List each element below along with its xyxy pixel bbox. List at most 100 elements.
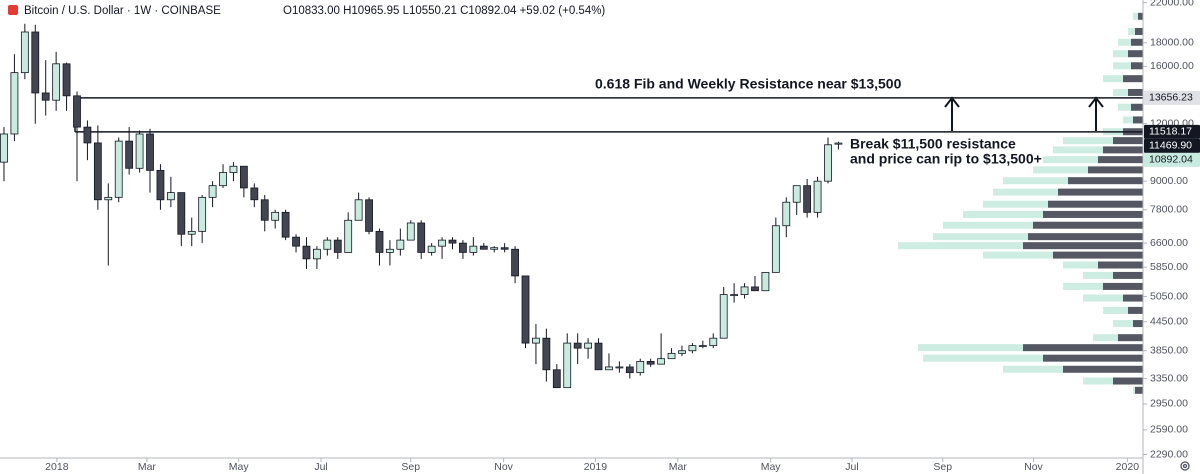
y-tick-label: 16000.00 [1150,60,1194,72]
candle-body [260,199,269,221]
rip-annotation: and price can rip to $13,500+ [850,151,1042,167]
price-label: 13656.23 [1149,92,1193,104]
candle-body [646,360,655,365]
price-label: 10892.04 [1149,154,1193,166]
candle-body [448,239,457,244]
candle-body [365,199,373,232]
candle-body [667,352,676,360]
candle-body [479,245,488,250]
ohlc-readout: O10833.00 H10965.95 L10550.21 C10892.04 … [283,5,605,17]
profile-up [1133,12,1138,20]
profile-down [1023,242,1143,250]
x-tick-label: Mar [138,461,157,473]
candle-body [803,185,812,213]
profile-up [1003,365,1063,373]
profile-down [1113,271,1143,279]
profile-up [1118,38,1131,46]
candle-body [594,342,603,371]
x-tick-label: Jul [314,461,327,473]
profile-down [1128,306,1143,314]
candle-body [114,140,123,198]
candle-body [771,225,780,273]
profile-down [1023,344,1143,352]
fib-annotation: 0.618 Fib and Weekly Resistance near $13… [595,76,902,92]
profile-down [1028,233,1143,241]
profile-down [1128,88,1143,96]
candle-body [156,169,165,201]
profile-down [1118,334,1143,342]
profile-down [1131,103,1143,111]
header-bg [0,0,520,20]
profile-up [1063,282,1103,290]
profile-up [1113,50,1128,58]
up-arrow [944,96,960,131]
price-label-bg [1144,138,1200,153]
profile-down [1135,386,1143,394]
gear-center[interactable] [1182,463,1188,469]
profile-down [1113,137,1143,145]
candle-body [751,286,759,292]
x-tick-label: Sep [933,461,952,473]
gear[interactable] [1180,461,1190,471]
candle-body [52,63,61,101]
candle-body [41,92,50,101]
candle-body [93,142,102,201]
profile-up [943,221,1033,229]
candle-body [688,345,697,352]
candle-body [563,342,572,389]
candle-body [250,187,259,201]
profile-down [1043,210,1143,218]
settings-icon[interactable] [1180,461,1190,471]
candle-body [698,345,707,348]
arrows [944,96,1104,131]
candle-body [500,247,509,250]
candle-body [615,366,624,369]
candle-body [730,294,739,296]
candle-body [135,133,144,169]
candle-body [709,337,718,347]
price-label-bg [1144,152,1200,167]
candle-body [10,72,19,135]
candle-body [125,140,134,169]
candle-body [521,275,530,344]
symbol-title[interactable]: Bitcoin / U.S. Dollar · 1W · COINBASE [24,5,221,17]
profile-down [1138,12,1143,20]
profile-up [1083,377,1113,385]
x-tick-label: Nov [494,461,513,473]
price-label-bg [1144,90,1200,105]
profile-down [1135,27,1143,35]
candle-body [83,126,92,144]
volume-profile [898,12,1143,394]
profile-up [1083,294,1123,302]
x-tick-label: 2019 [584,461,608,473]
break-annotation: Break $11,500 resistance [850,136,1016,152]
candle-body [0,133,8,163]
profile-down [1088,166,1143,174]
candle-body [177,192,186,235]
candle-body [386,248,394,253]
candle-body [417,222,426,253]
candles [0,23,843,389]
profile-up [1113,88,1128,96]
candle-body [31,31,40,94]
profile-down [1113,377,1143,385]
profile-up [1003,177,1068,185]
profile-down [1103,146,1143,154]
candle-body [73,95,81,128]
candle-body [719,294,728,339]
y-tick-label: 3850.00 [1150,345,1188,357]
profile-up [1123,116,1133,124]
y-tick-label: 5850.00 [1150,261,1188,273]
profile-down [1123,75,1143,83]
profile-up [1053,146,1103,154]
up-arrow [1088,96,1104,131]
profile-down [1128,50,1143,58]
y-tick-label: 9000.00 [1150,175,1188,187]
y-tick-label: 3350.00 [1150,372,1188,384]
profile-up [898,242,1023,250]
profile-up [983,251,1053,259]
profile-up [1113,62,1131,70]
y-tick-label: 18000.00 [1150,37,1194,49]
profile-up [1063,261,1098,269]
